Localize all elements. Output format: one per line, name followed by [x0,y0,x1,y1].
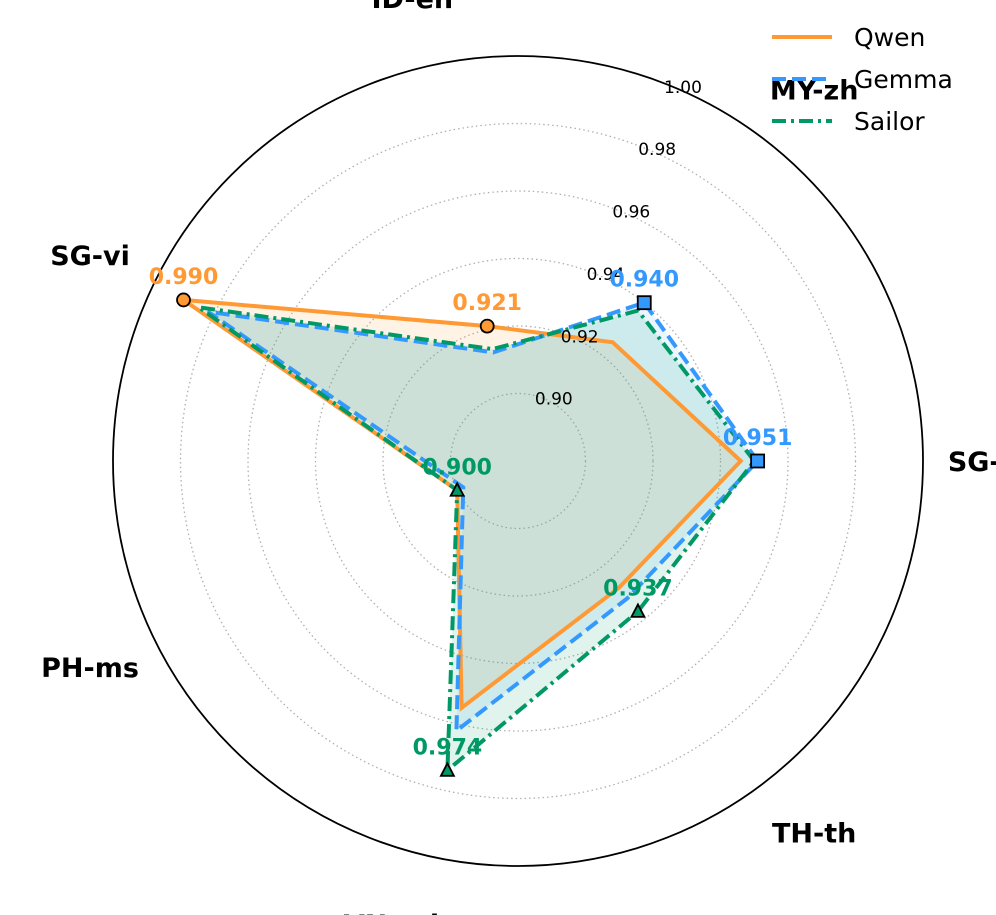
max-marker-triangle [449,481,466,497]
max-value-label: 0.900 [422,455,492,480]
outer-circle [112,55,924,867]
legend: Qwen Gemma Sailor [772,23,953,136]
grid-ring [247,190,789,732]
grid-ring [382,325,654,597]
max-value-label: 0.937 [603,576,673,601]
grid-ring [449,392,587,530]
series-line-sailor [197,305,757,775]
chart-text: 0.900.920.940.960.981.00SG-enMY-zhID-enS… [41,0,996,915]
legend-label-qwen: Qwen [854,23,925,52]
r-tick-label: 1.00 [664,78,702,98]
r-tick-label: 0.98 [638,140,676,160]
series-fill-sailor [198,307,755,771]
max-value-label: 0.951 [723,426,793,451]
max-value-label: 0.940 [609,268,679,293]
series-fill-gemma [207,302,758,731]
r-tick-label: 0.96 [612,203,650,223]
grid-ring [179,122,857,800]
max-marker-square [636,295,652,311]
grid-ring [314,257,722,665]
series-line-gemma [206,300,761,735]
max-marker-triangle [629,602,646,618]
legend-label-sailor: Sailor [854,107,925,136]
max-marker-circle [176,292,191,308]
r-tick-label: 0.92 [561,327,599,347]
category-label: TH-th [772,818,856,849]
max-marker-square [750,453,766,469]
max-markers [176,292,766,777]
max-value-label: 0.974 [413,735,483,760]
legend-label-gemma: Gemma [854,65,953,94]
max-marker-circle [479,318,495,334]
series-lines [176,297,761,775]
r-tick-label: 0.94 [587,265,625,285]
r-tick-label: 0.90 [535,390,573,410]
category-label: PH-ms [41,653,139,684]
category-label: SG-en [948,447,996,478]
category-label: ID-en [371,0,453,15]
radial-grid [112,55,924,867]
category-label: SG-vi [50,241,130,272]
max-value-label: 0.990 [149,265,219,290]
max-marker-triangle [439,761,456,777]
max-value-label: 0.921 [452,291,522,316]
category-label: VN-other [344,910,482,915]
